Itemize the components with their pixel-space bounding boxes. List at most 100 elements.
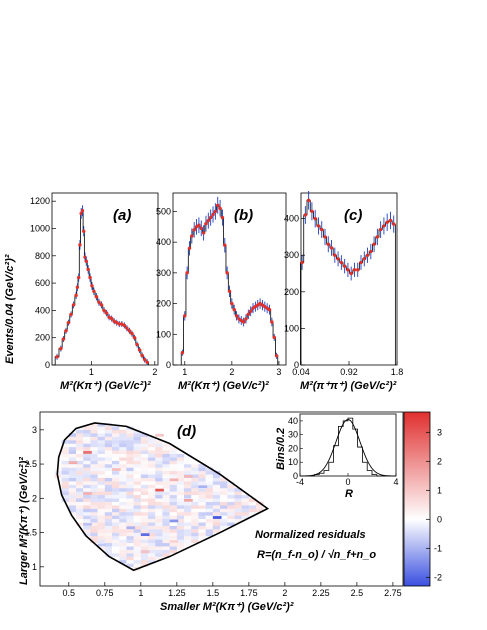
residual-cell xyxy=(148,436,156,441)
panel-c-point xyxy=(392,222,396,226)
panel-b-point xyxy=(187,246,192,250)
panel-c-point xyxy=(382,224,386,228)
residual-cell xyxy=(148,553,156,557)
residual-cell xyxy=(119,491,127,496)
residual-cell xyxy=(97,498,106,502)
residual-cell xyxy=(126,549,134,554)
residual-cell xyxy=(126,494,134,499)
residual-cell xyxy=(76,457,84,461)
residual-cell xyxy=(119,477,127,482)
residual-cell xyxy=(140,443,149,448)
residual-cell xyxy=(119,546,127,550)
residual-cell xyxy=(155,477,163,482)
residual-cell xyxy=(133,535,142,540)
residual-cell xyxy=(198,488,206,492)
residual-cell xyxy=(155,470,163,475)
panel-a-ytick-label: 400 xyxy=(35,305,50,315)
residual-cell xyxy=(61,498,70,502)
residual-cell xyxy=(97,535,106,540)
residual-cell xyxy=(140,446,149,451)
residual-cell xyxy=(205,491,214,496)
residual-cell xyxy=(162,457,170,461)
residual-cell xyxy=(184,494,192,499)
residual-cell xyxy=(126,553,134,557)
residual-cell xyxy=(68,464,77,468)
residual-cell xyxy=(97,518,106,523)
panel-c-xlabel: M²(π⁺π⁺) (GeV/c²)² xyxy=(300,380,397,392)
residual-cell xyxy=(68,436,77,441)
residual-cell xyxy=(155,467,163,472)
residual-cell xyxy=(148,518,156,523)
residual-cell xyxy=(162,481,170,485)
residual-cell xyxy=(227,484,235,489)
residual-cell xyxy=(126,518,134,523)
residual-cell xyxy=(97,494,106,499)
residual-cell xyxy=(68,433,77,437)
residual-cell xyxy=(176,512,185,516)
residual-cell xyxy=(76,512,84,516)
panel-b-point xyxy=(220,215,225,220)
residual-cell xyxy=(90,440,98,444)
residual-cell xyxy=(119,542,127,547)
residual-cell xyxy=(119,450,127,454)
residual-cell xyxy=(176,515,185,520)
panel-b-ytick-label: 200 xyxy=(156,299,171,309)
residual-cell xyxy=(162,549,170,554)
residual-cell xyxy=(61,457,70,461)
residual-cell xyxy=(61,474,70,478)
residual-cell xyxy=(90,501,98,506)
residual-cell xyxy=(133,488,142,492)
residual-cell xyxy=(227,512,235,516)
residual-cell xyxy=(220,512,228,516)
residual-cell xyxy=(184,522,192,526)
panel-b-point xyxy=(223,243,227,247)
residual-cell xyxy=(169,457,178,461)
residual-cell xyxy=(191,532,199,537)
panel-a-point xyxy=(55,355,59,359)
panel-d-ytick-label: 2 xyxy=(32,493,37,503)
residual-cell xyxy=(104,532,113,537)
residual-cell xyxy=(83,460,91,465)
residual-cell xyxy=(133,553,142,557)
residual-cell xyxy=(61,494,70,499)
residual-cell xyxy=(112,494,120,499)
residual-cell xyxy=(169,491,178,496)
residual-cell xyxy=(97,546,106,550)
panel-d-xlabel: Smaller M²(Kπ⁺) (GeV/c²)² xyxy=(160,601,294,613)
residual-cell xyxy=(61,464,70,468)
residual-cell xyxy=(184,484,192,489)
residual-cell xyxy=(97,443,106,448)
residual-cell xyxy=(169,525,178,530)
residual-cell xyxy=(112,498,120,502)
residual-cell xyxy=(248,498,257,502)
residual-cell xyxy=(133,563,142,568)
residual-cell xyxy=(220,522,228,526)
residual-cell xyxy=(104,477,113,482)
residual-cell xyxy=(191,470,199,475)
panel-a-ytick-label: 800 xyxy=(35,251,50,261)
residual-cell xyxy=(191,505,199,509)
panel-c: 0 100 200 300 400 0.04 0.92 1.8 (c) xyxy=(284,191,403,377)
residual-cell xyxy=(205,481,214,485)
panel-a-ytick-label: 1200 xyxy=(30,196,50,206)
panel-b-xlabel: M²(Kπ⁺) (GeV/c²)² xyxy=(178,380,269,392)
residual-cell xyxy=(162,532,170,537)
residual-cell xyxy=(83,440,91,444)
residual-cell xyxy=(148,515,156,520)
panel-d-label: (d) xyxy=(177,423,196,440)
residual-cell xyxy=(140,515,149,520)
residual-cell xyxy=(176,501,185,506)
residual-cell xyxy=(140,498,149,502)
panel-a-ytick-label: 200 xyxy=(35,333,50,343)
residual-cell xyxy=(169,481,178,485)
residual-cell xyxy=(112,481,120,485)
residual-cell xyxy=(205,529,214,533)
residual-cell xyxy=(76,436,84,441)
residuals-title: Normalized residuals xyxy=(255,529,366,541)
residual-cell xyxy=(169,450,178,454)
residual-cell xyxy=(169,484,178,489)
residual-cell xyxy=(184,499,193,502)
residual-cell xyxy=(104,498,113,502)
residual-cell xyxy=(140,488,149,492)
residual-cell xyxy=(155,501,163,506)
